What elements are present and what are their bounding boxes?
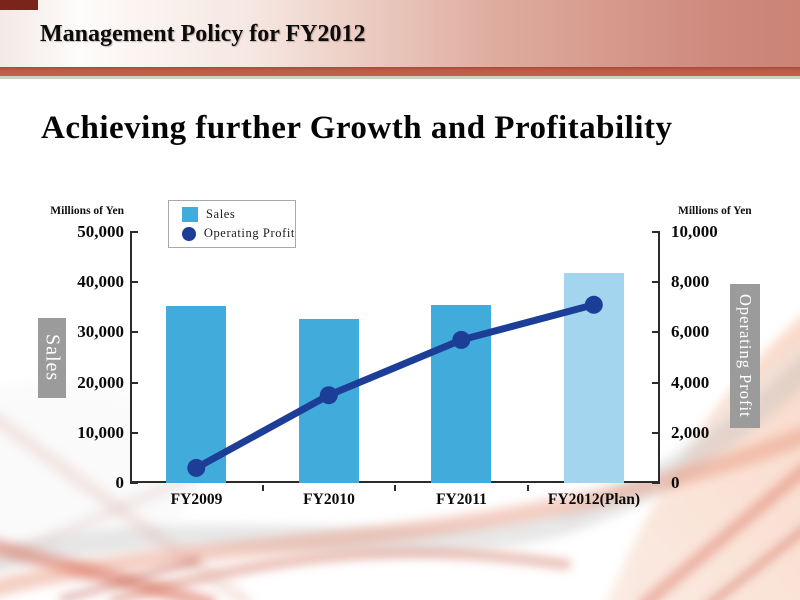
- operating-profit-marker-FY2011: [452, 330, 471, 349]
- left-axis-tick-label: 30,000: [77, 322, 124, 342]
- right-axis-tick-label: 0: [671, 473, 680, 492]
- x-axis-label-FY2011: FY2011: [436, 491, 487, 508]
- header-band: [0, 0, 800, 67]
- left-axis-tickmark: [130, 331, 138, 334]
- left-axis-tick-label: 50,000: [77, 222, 124, 241]
- legend-item-sales: Sales: [182, 207, 295, 222]
- x-axis-tickmark: [261, 485, 264, 491]
- x-axis-tickmark: [526, 485, 529, 491]
- operating-profit-marker-FY2010: [319, 386, 338, 405]
- x-axis-label-FY2010: FY2010: [303, 491, 355, 508]
- sales-axis-side-label: Sales: [38, 318, 66, 398]
- right-axis-unit-label: Millions of Yen: [678, 205, 752, 217]
- header-title: Management Policy for FY2012: [40, 21, 366, 47]
- slide-headline: Achieving further Growth and Profitabili…: [41, 110, 673, 146]
- legend-item-operating-profit: Operating Profit: [182, 226, 295, 241]
- left-axis-tick-label: 40,000: [77, 272, 124, 292]
- right-axis-tick-label: 10,000: [671, 222, 718, 241]
- operating-profit-line-layer: [187, 295, 603, 477]
- left-axis-tick-label: 20,000: [77, 372, 124, 392]
- right-axis-tick-label: 8,000: [671, 272, 710, 292]
- left-axis-tick-label: 0: [115, 473, 125, 492]
- right-axis-tickmark: [652, 281, 660, 284]
- chart-legend: Sales Operating Profit: [168, 200, 296, 248]
- left-axis-unit-label: Millions of Yen: [50, 205, 124, 217]
- left-axis-tickmark: [130, 281, 138, 284]
- operating-profit-marker-FY2012(Plan): [584, 295, 603, 314]
- header-separator-shadow: [0, 76, 800, 79]
- operating-profit-swatch-icon: [182, 226, 196, 241]
- x-axis-label-FY2009: FY2009: [170, 491, 223, 508]
- operating-profit-marker-FY2009: [187, 458, 206, 477]
- legend-operating-profit-label: Operating Profit: [203, 226, 295, 240]
- header-separator: [0, 67, 800, 76]
- x-axis-label-FY2012(Plan): FY2012(Plan): [547, 491, 641, 508]
- header-corner-accent: [0, 0, 38, 10]
- right-axis-tickmark: [652, 231, 660, 233]
- operating-profit-line: [192, 301, 598, 472]
- x-axis-tickmark: [394, 485, 396, 491]
- left-axis-tickmark: [130, 231, 138, 233]
- legend-sales-label: Sales: [206, 207, 236, 221]
- left-axis-tick-label: 10,000: [77, 422, 124, 442]
- sales-swatch-icon: [182, 207, 198, 222]
- operating-profit-axis-side-label: Operating Profit: [730, 284, 760, 428]
